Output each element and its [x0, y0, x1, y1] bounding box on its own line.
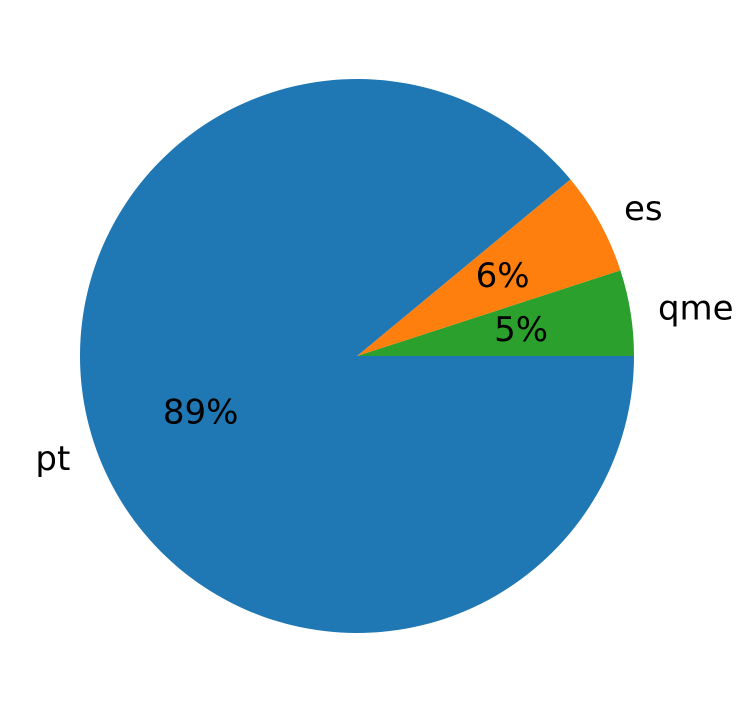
- pie-slice-qme: [357, 270, 634, 356]
- slice-pct-qme: 5%: [494, 310, 548, 350]
- slice-pct-es: 6%: [476, 256, 530, 296]
- slice-label-pt: pt: [35, 439, 70, 479]
- slice-pct-pt: 89%: [163, 392, 239, 432]
- pie-slice-pt: [79, 78, 634, 633]
- pie-slice-es: [357, 179, 621, 356]
- pie-labels: qme 5% es 6% pt 89%: [35, 189, 733, 479]
- slice-label-es: es: [624, 189, 663, 229]
- pie-slices: [79, 78, 634, 633]
- slice-label-qme: qme: [658, 288, 734, 328]
